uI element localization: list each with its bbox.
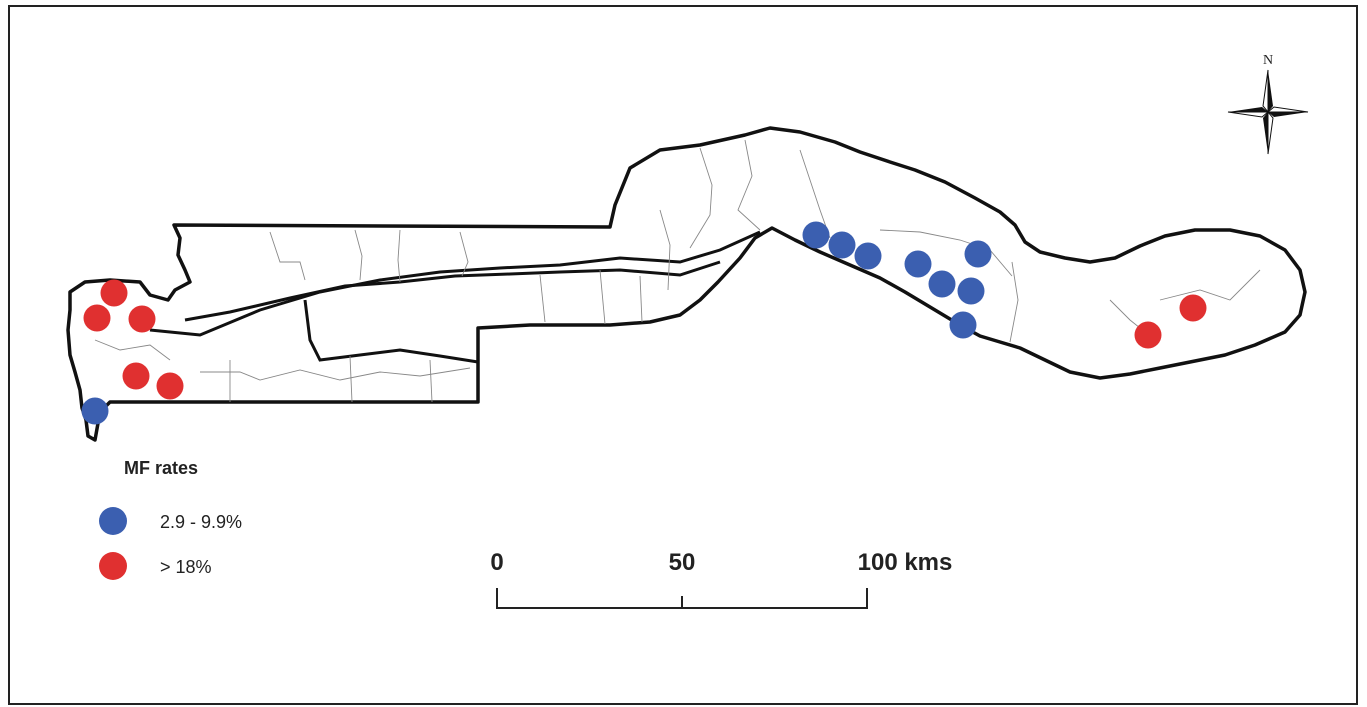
site-marker xyxy=(101,280,128,307)
site-marker xyxy=(82,398,109,425)
site-marker xyxy=(803,222,830,249)
site-marker xyxy=(929,271,956,298)
site-marker xyxy=(157,373,184,400)
site-marker xyxy=(1135,322,1162,349)
site-marker xyxy=(1180,295,1207,322)
scale-tick-50: 50 xyxy=(669,549,696,576)
scale-bar: 0 50 100 kms xyxy=(490,549,952,608)
scale-tick-0: 0 xyxy=(490,549,503,576)
compass-rose-icon xyxy=(1228,70,1308,154)
site-marker xyxy=(855,243,882,270)
site-marker xyxy=(905,251,932,278)
north-label: N xyxy=(1263,53,1273,68)
country-outline xyxy=(68,128,1305,440)
north-arrow: N xyxy=(1228,53,1308,154)
legend: MF rates 2.9 - 9.9% > 18% xyxy=(99,458,242,580)
scale-line xyxy=(497,588,867,608)
legend-swatch-low xyxy=(99,507,127,535)
legend-title: MF rates xyxy=(124,458,198,478)
scale-tick-100: 100 kms xyxy=(858,549,953,576)
site-marker xyxy=(958,278,985,305)
site-marker xyxy=(129,306,156,333)
site-marker xyxy=(123,363,150,390)
legend-label-high: > 18% xyxy=(160,557,212,577)
site-marker xyxy=(84,305,111,332)
site-marker xyxy=(950,312,977,339)
legend-swatch-high xyxy=(99,552,127,580)
site-marker xyxy=(965,241,992,268)
site-marker xyxy=(829,232,856,259)
legend-label-low: 2.9 - 9.9% xyxy=(160,512,242,532)
